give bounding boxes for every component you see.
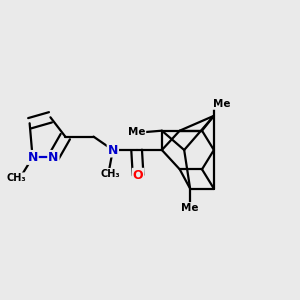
Text: N: N	[27, 151, 38, 164]
Text: Me: Me	[213, 99, 230, 109]
Text: Me: Me	[182, 203, 199, 213]
Text: O: O	[133, 169, 143, 182]
Text: N: N	[48, 151, 59, 164]
Text: CH₃: CH₃	[100, 169, 120, 179]
Text: N: N	[108, 143, 118, 157]
Text: CH₃: CH₃	[6, 173, 26, 183]
Text: Me: Me	[128, 127, 146, 137]
